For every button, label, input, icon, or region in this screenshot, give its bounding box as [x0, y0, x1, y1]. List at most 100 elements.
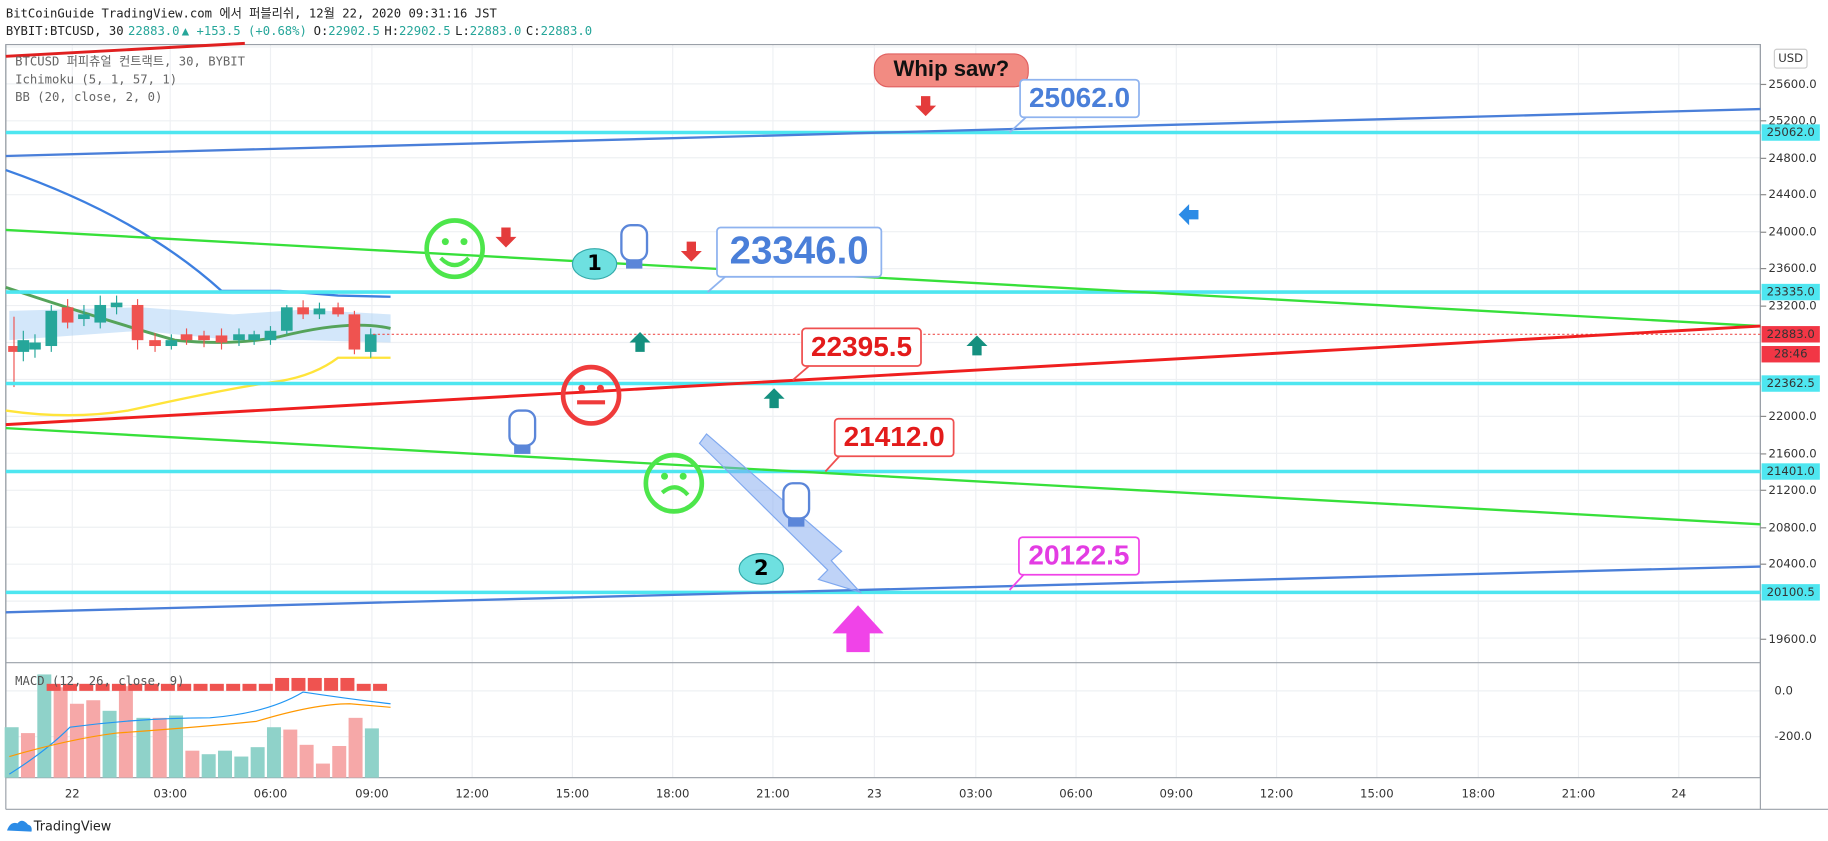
big-arrow	[698, 433, 863, 594]
price-marker-box	[1761, 346, 1820, 363]
eye	[460, 238, 468, 246]
candle-body	[280, 307, 293, 331]
price-label: 20122.5	[1028, 540, 1129, 571]
price-marker: 28:46	[1774, 347, 1808, 361]
header-text: H:	[384, 24, 399, 38]
header-text: 22883.0	[128, 24, 180, 38]
trend-line	[5, 324, 1761, 427]
callout-box	[873, 53, 1029, 88]
hand-cuff	[788, 518, 805, 527]
time-tick-label: 06:00	[1059, 787, 1093, 801]
trend-line	[5, 228, 1761, 328]
macd-bar-top	[128, 683, 143, 691]
macd-bar	[86, 700, 101, 778]
mouth	[660, 485, 690, 497]
legend-item: BTCUSD 퍼피츄얼 컨트랙트, 30, BYBIT	[15, 55, 245, 69]
candle-body	[149, 340, 161, 347]
eye	[596, 384, 604, 392]
candle-body	[165, 340, 178, 347]
macd-bar	[20, 733, 35, 778]
time-tick-label: 23	[867, 787, 882, 801]
candle-body	[264, 330, 277, 341]
price-marker-box	[1761, 584, 1820, 601]
time-tick-label: 09:00	[355, 787, 389, 801]
time-tick-label: 21:00	[756, 787, 790, 801]
macd-bar-top	[62, 683, 77, 691]
candle-body	[94, 304, 107, 323]
macd-bar	[266, 727, 281, 778]
price-tick-label: 24000.0	[1769, 225, 1817, 239]
price-label: 25062.0	[1029, 82, 1130, 113]
price-marker: 22362.5	[1767, 376, 1815, 390]
header-text: O:	[314, 24, 329, 38]
trend-line	[5, 565, 1761, 614]
macd-bar	[348, 717, 363, 778]
macd-bar	[185, 750, 200, 778]
macd-bar	[315, 763, 330, 778]
happy-face	[424, 218, 485, 280]
macd-bar	[69, 703, 84, 778]
macd-bar-top	[373, 683, 388, 691]
publisher: BitCoinGuide TradingView.com 에서 퍼블리쉬, 12…	[6, 7, 498, 21]
candle-body	[8, 346, 20, 352]
candle-body	[61, 307, 74, 323]
price-label-box	[1018, 536, 1140, 576]
price-marker-box	[1761, 326, 1820, 343]
macd-bar	[250, 747, 265, 778]
price-marker: 22883.0	[1767, 327, 1815, 341]
macd-bar-top	[258, 683, 273, 691]
candle-body	[45, 310, 58, 347]
price-marker: 20100.5	[1767, 585, 1815, 599]
macd-bar-top	[144, 683, 159, 691]
time-tick-label: 03:00	[153, 787, 187, 801]
macd-line	[9, 691, 391, 775]
header-text: BYBIT:BTCUSD, 30	[6, 24, 124, 38]
candle-body	[198, 335, 210, 341]
arrow-icon	[763, 388, 785, 409]
legend-item: BB (20, close, 2, 0)	[15, 90, 162, 104]
macd-bar	[218, 750, 232, 778]
price-tick-label: 23200.0	[1769, 299, 1817, 313]
price-tick-label: 25600.0	[1769, 77, 1817, 91]
callout-pointer	[792, 365, 810, 381]
time-tick-label: 12:00	[1260, 787, 1294, 801]
bubble	[571, 248, 618, 280]
macd-bar-top	[340, 677, 355, 691]
macd-bar	[201, 754, 216, 778]
macd-tick-label: 0.0	[1774, 683, 1793, 697]
price-tick-label: 24400.0	[1769, 187, 1817, 201]
time-tick-label: 24	[1671, 787, 1686, 801]
candle-body	[297, 307, 309, 315]
footer-brand: TradingView	[33, 819, 111, 834]
price-label-box	[1019, 78, 1140, 119]
macd-tick-label: -200.0	[1774, 729, 1812, 743]
callout-text: Whip saw?	[894, 56, 1010, 81]
price-marker-box	[1761, 375, 1820, 392]
bubble-label: 1	[587, 250, 602, 275]
arrow-icon	[629, 331, 651, 352]
callout-pointer	[707, 276, 726, 293]
macd-bar-top	[291, 677, 306, 691]
price-tick-label: 25200.0	[1769, 113, 1817, 127]
arrow-icon	[495, 227, 517, 248]
macd-bar	[234, 756, 249, 778]
annotations: Whip saw? 25062.0 23346.0 22395.5 21412.0 201…	[571, 53, 1140, 585]
candle-body	[78, 314, 90, 320]
macd-bar	[152, 717, 167, 778]
currency: USD	[1778, 51, 1803, 65]
signal-line	[9, 703, 391, 758]
time-tick-label: 18:00	[1461, 787, 1495, 801]
time-tick-label: 03:00	[959, 787, 993, 801]
macd-bar	[364, 728, 379, 778]
price-label: 21412.0	[844, 421, 945, 452]
candle-body	[348, 314, 361, 350]
header-text: C:	[526, 24, 541, 38]
macd-bar	[4, 727, 19, 778]
price-marker: 25062.0	[1767, 125, 1815, 139]
macd-bar	[53, 687, 68, 778]
price-label: 23346.0	[730, 229, 869, 272]
macd-bar-top	[46, 683, 61, 691]
header-text: ▲ +153.5 (+0.68%)	[182, 24, 307, 38]
dizzy-face	[643, 452, 705, 514]
macd-bar-top	[226, 683, 241, 691]
